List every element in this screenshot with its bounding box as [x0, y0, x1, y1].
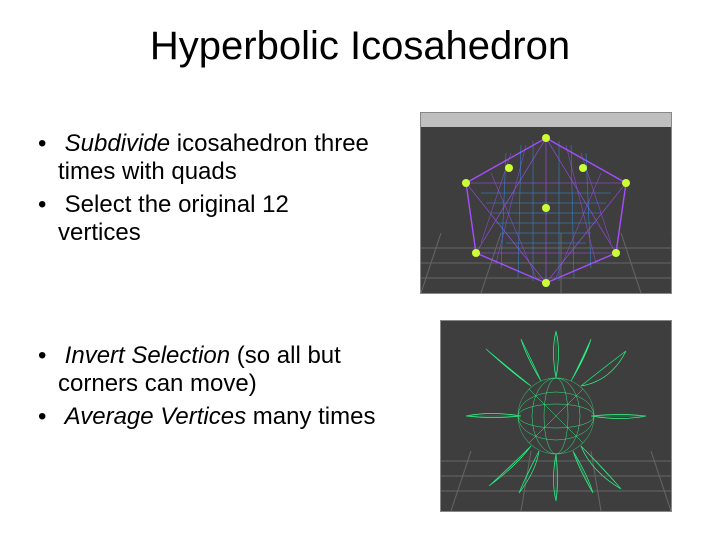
bullet-item: Subdivide icosahedron three times with q…: [38, 130, 378, 187]
bullet-emphasis: Invert Selection: [65, 342, 230, 369]
hyperbolic-render: [441, 321, 671, 511]
slide-title: Hyperbolic Icosahedron: [0, 24, 720, 69]
bullet-text: many times: [246, 403, 375, 430]
bullet-emphasis: Average Vertices: [65, 403, 246, 430]
bullet-item: Select the original 12 vertices: [38, 191, 378, 248]
figure-hyperbolic-icosahedron: [440, 320, 672, 512]
bullet-emphasis: Subdivide: [65, 130, 170, 157]
figure-subdivided-icosahedron: [420, 112, 672, 294]
figure-toolbar: [421, 113, 671, 127]
slide: Hyperbolic Icosahedron Subdivide icosahe…: [0, 0, 720, 540]
bullet-block-1: Subdivide icosahedron three times with q…: [38, 130, 378, 251]
bullet-block-2: Invert Selection (so all but corners can…: [38, 342, 378, 435]
bullet-item: Average Vertices many times: [38, 403, 378, 431]
icosahedron-render: [421, 113, 671, 293]
bullet-text: Select the original 12 vertices: [58, 191, 289, 246]
bullet-item: Invert Selection (so all but corners can…: [38, 342, 378, 399]
